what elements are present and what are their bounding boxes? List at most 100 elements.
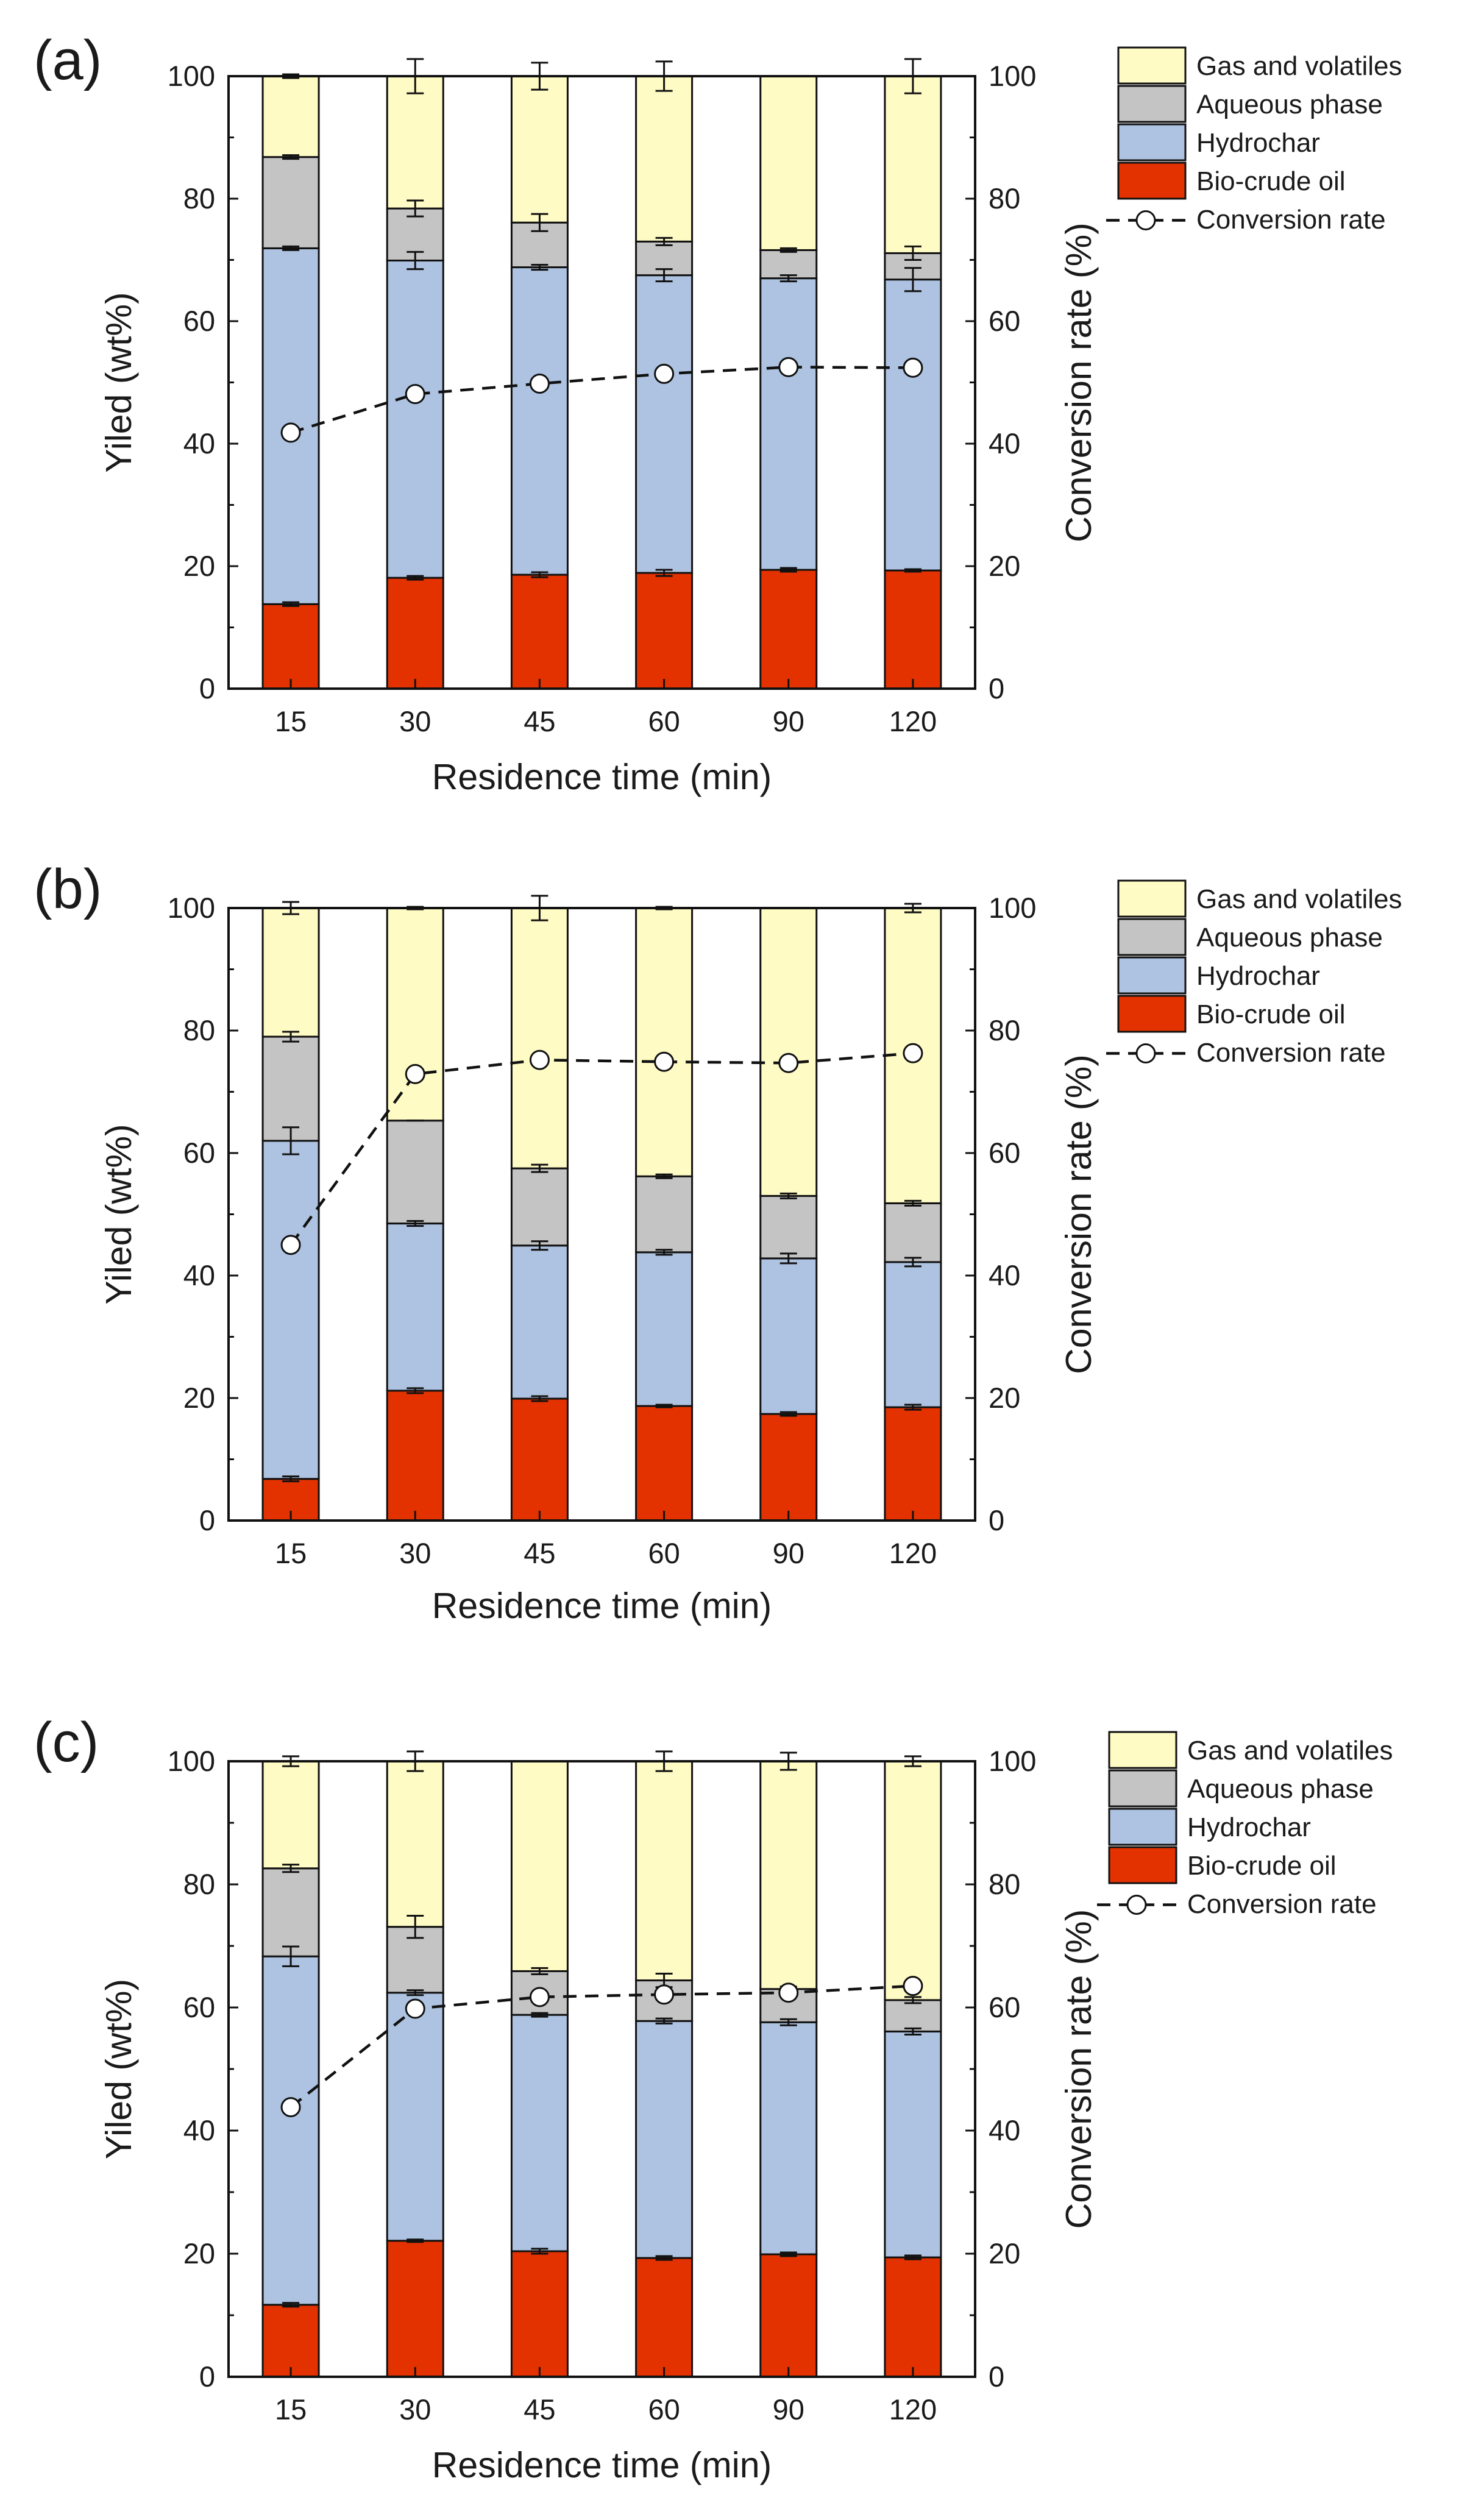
error-bar bbox=[655, 268, 673, 283]
y2-tick-label: 20 bbox=[989, 550, 1020, 582]
bar-segment-hydrochar-120 bbox=[884, 1261, 942, 1408]
conversion-rate-line bbox=[289, 1051, 914, 1246]
x-tick-label: 45 bbox=[524, 1537, 555, 1569]
legend-swatch-aqueous-phase bbox=[1117, 918, 1187, 956]
y-tick-label: 0 bbox=[199, 1504, 215, 1536]
bar-segment-hydrochar-45 bbox=[510, 2014, 569, 2252]
bar-segment-hydrochar-30 bbox=[386, 1992, 444, 2242]
x-tick-label: 90 bbox=[773, 705, 804, 737]
legend-label: Aqueous phase bbox=[1196, 923, 1383, 953]
panel-label: (c) bbox=[34, 1711, 99, 1773]
bar-segment-hydrochar-45 bbox=[510, 266, 569, 576]
bar-segment-bio-crude-oil-45 bbox=[510, 2250, 569, 2378]
x-tick-label: 60 bbox=[648, 705, 680, 737]
error-bar bbox=[655, 1404, 673, 1408]
y-tick-label: 20 bbox=[183, 1382, 215, 1414]
bar-segment-bio-crude-oil-45 bbox=[510, 573, 569, 690]
error-bar bbox=[779, 567, 797, 573]
x-tick-label: 15 bbox=[275, 705, 307, 737]
bar-segment-bio-crude-oil-15 bbox=[261, 603, 320, 690]
error-bar bbox=[407, 1989, 424, 1996]
bar-segment-hydrochar-90 bbox=[759, 1257, 818, 1415]
legend: Gas and volatiles Aqueous phase Hydrochar B… bbox=[1106, 879, 1402, 1068]
bar-segment-aqueous-phase-120 bbox=[884, 1202, 942, 1263]
chart-panel-3: (c) 0 0 20 20 40 40 60 60 80 80 100 100 15 30 45 60 90 120… bbox=[34, 1711, 1393, 2485]
bar-segment-aqueous-phase-90 bbox=[759, 1194, 818, 1260]
bar-segment-hydrochar-120 bbox=[884, 279, 942, 572]
conversion-rate-point-15 bbox=[280, 2097, 301, 2118]
y2-tick-label: 80 bbox=[989, 182, 1020, 215]
y2-tick-label: 100 bbox=[989, 892, 1036, 924]
y-axis-title: Yiled (wt%) bbox=[99, 292, 139, 472]
error-bar bbox=[655, 236, 673, 246]
error-bar bbox=[407, 199, 424, 218]
y-tick-label: 40 bbox=[183, 1259, 215, 1291]
legend-marker-swatch bbox=[1135, 210, 1156, 230]
bar-segment-hydrochar-90 bbox=[759, 2021, 818, 2256]
y2-tick-label: 0 bbox=[989, 1504, 1004, 1536]
legend-swatch-aqueous-phase bbox=[1117, 85, 1187, 123]
y-tick-label: 80 bbox=[183, 182, 215, 215]
conversion-rate-point-15 bbox=[280, 1235, 301, 1255]
conversion-rate-point-90 bbox=[778, 1052, 799, 1073]
legend-label: Conversion rate bbox=[1196, 205, 1386, 235]
y-tick-label: 100 bbox=[168, 1745, 215, 1777]
x-tick-label: 30 bbox=[399, 705, 431, 737]
legend-label: Aqueous phase bbox=[1196, 90, 1383, 119]
bar-segment-gas-and-volatiles-90 bbox=[759, 75, 818, 251]
legend-label: Gas and volatiles bbox=[1196, 51, 1402, 81]
y-tick-label: 0 bbox=[199, 672, 215, 705]
bar-segment-gas-and-volatiles-90 bbox=[759, 907, 818, 1197]
error-bar bbox=[407, 1387, 424, 1394]
error-bar bbox=[407, 2238, 424, 2243]
x-tick-label: 15 bbox=[275, 2393, 307, 2426]
legend-label: Gas and volatiles bbox=[1196, 884, 1402, 914]
error-bar bbox=[282, 1031, 300, 1043]
bar-segment-hydrochar-120 bbox=[884, 2030, 942, 2259]
bar-segment-aqueous-phase-30 bbox=[386, 1120, 444, 1225]
panel-label: (a) bbox=[34, 29, 102, 91]
bar-segment-bio-crude-oil-45 bbox=[510, 1397, 569, 1522]
y2-tick-label: 0 bbox=[989, 672, 1004, 705]
error-bar bbox=[779, 2251, 797, 2257]
legend-swatch-bio-crude-oil bbox=[1117, 161, 1187, 200]
bar-segment-gas-and-volatiles-45 bbox=[510, 1760, 569, 1972]
bar-segment-bio-crude-oil-120 bbox=[884, 569, 942, 690]
bar-segment-aqueous-phase-15 bbox=[261, 1035, 320, 1142]
y-tick-label: 60 bbox=[183, 1137, 215, 1169]
y2-tick-label: 20 bbox=[989, 2237, 1020, 2270]
error-bar bbox=[655, 569, 673, 577]
conversion-rate-point-45 bbox=[529, 374, 550, 394]
error-bar bbox=[904, 568, 921, 573]
error-bar bbox=[282, 1945, 300, 1967]
y2-tick-label: 60 bbox=[989, 1991, 1020, 2023]
error-bar bbox=[904, 1257, 921, 1268]
error-bar bbox=[407, 250, 424, 271]
legend: Gas and volatiles Aqueous phase Hydrochar B… bbox=[1097, 1731, 1393, 1919]
legend-label: Bio-crude oil bbox=[1187, 1851, 1337, 1881]
bar-segment-aqueous-phase-60 bbox=[635, 1175, 694, 1254]
conversion-rate-point-45 bbox=[529, 1987, 550, 2007]
error-bar bbox=[779, 1192, 797, 1199]
bar-segment-gas-and-volatiles-30 bbox=[386, 1760, 444, 1928]
bar-segment-bio-crude-oil-90 bbox=[759, 1413, 818, 1522]
bar-segment-bio-crude-oil-120 bbox=[884, 1406, 942, 1522]
legend-swatch-hydrochar bbox=[1117, 956, 1187, 995]
bar-segment-aqueous-phase-45 bbox=[510, 1167, 569, 1247]
legend-label: Conversion rate bbox=[1196, 1038, 1386, 1068]
bar-segment-hydrochar-60 bbox=[635, 2020, 694, 2259]
y-tick-label: 80 bbox=[183, 1014, 215, 1046]
bar-segment-hydrochar-45 bbox=[510, 1244, 569, 1400]
y2-tick-label: 80 bbox=[989, 1014, 1020, 1046]
error-bar bbox=[904, 1199, 921, 1207]
bar-segment-hydrochar-30 bbox=[386, 260, 444, 579]
error-bar bbox=[282, 1475, 300, 1483]
x-tick-label: 30 bbox=[399, 2393, 431, 2426]
error-bar bbox=[531, 1967, 549, 1975]
bar-segment-bio-crude-oil-30 bbox=[386, 2240, 444, 2378]
legend-label: Bio-crude oil bbox=[1196, 999, 1346, 1029]
conversion-rate-point-120 bbox=[903, 1043, 923, 1063]
bar-segment-bio-crude-oil-30 bbox=[386, 577, 444, 690]
error-bar bbox=[407, 575, 424, 581]
